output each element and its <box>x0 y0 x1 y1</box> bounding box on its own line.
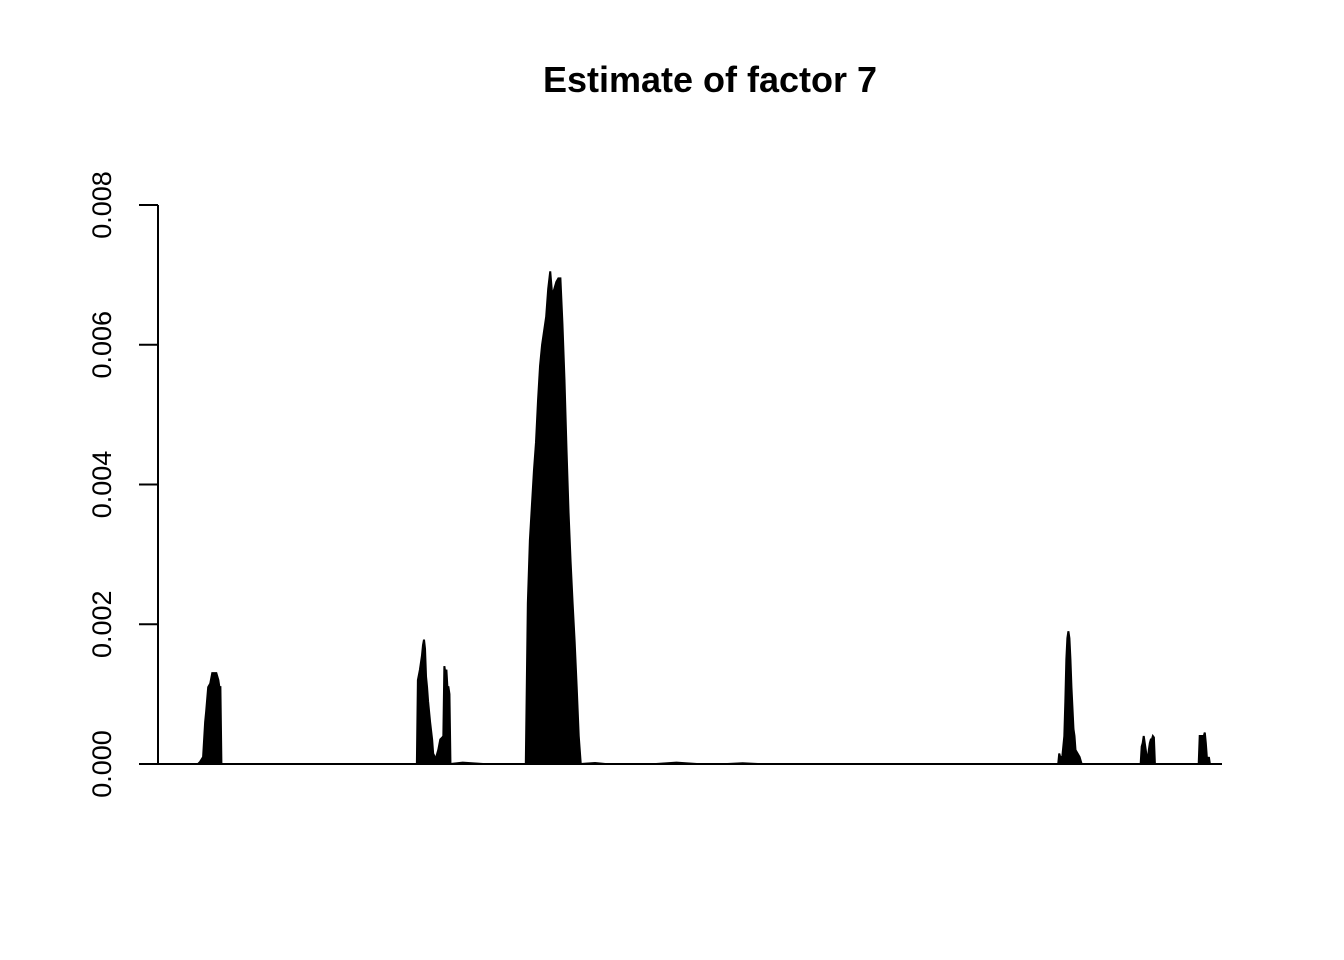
peak-8 <box>1057 631 1083 765</box>
peak-9 <box>1139 733 1156 765</box>
peak-1 <box>195 672 223 765</box>
y-tick-label: 0.008 <box>87 171 117 239</box>
y-tick-label: 0.000 <box>87 730 117 798</box>
y-tick-label: 0.006 <box>87 311 117 379</box>
y-axis: 0.000 0.002 0.004 0.006 0.008 <box>87 171 159 798</box>
y-tick-label: 0.002 <box>87 590 117 658</box>
peak-4 <box>524 271 582 765</box>
chart-title: Estimate of factor 7 <box>543 59 877 100</box>
plot-area <box>195 271 1212 765</box>
y-tick-label: 0.004 <box>87 451 117 519</box>
peak-2 <box>415 639 452 765</box>
peak-10 <box>1197 732 1212 765</box>
